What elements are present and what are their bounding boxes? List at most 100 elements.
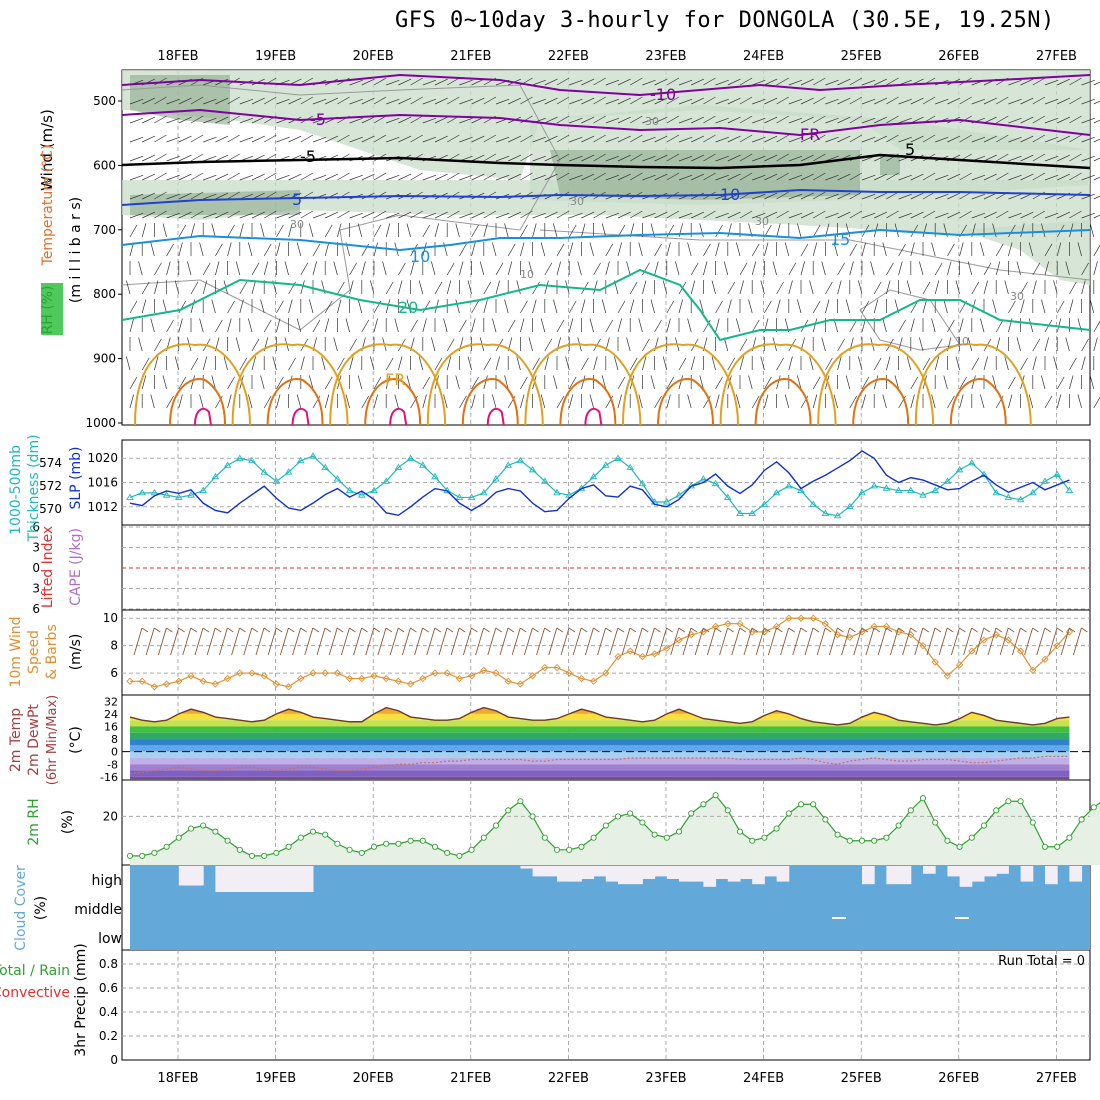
- wind-barb: [642, 280, 647, 295]
- rh-point: [1066, 834, 1073, 841]
- wind-barb: [690, 356, 696, 371]
- wind-barb: [861, 193, 876, 200]
- wind-barb: [971, 375, 976, 390]
- wind-barb: [556, 210, 570, 219]
- wind-barb: [736, 242, 741, 257]
- cloud-high-gap: [996, 866, 1009, 874]
- wind-barb: [589, 318, 594, 333]
- temp-tick: -8: [107, 758, 118, 771]
- wind-barb-flag: [434, 627, 442, 633]
- wind-barb: [934, 262, 943, 276]
- wind-barb: [739, 262, 748, 276]
- temp-contour-20: [622, 343, 739, 426]
- wind-barb: [178, 376, 187, 390]
- wind-barb: [727, 281, 736, 295]
- wind-barb: [300, 280, 305, 295]
- rh-point: [688, 810, 695, 817]
- wind-barb: [349, 338, 357, 352]
- wind-barb: [337, 281, 345, 295]
- wind-barb: [556, 172, 570, 181]
- wind-barb: [797, 375, 802, 390]
- wind-barb: [178, 211, 192, 219]
- wind-barb: [1057, 97, 1071, 105]
- wind-barb: [166, 174, 180, 181]
- label-wind10m-speed: Speed: [26, 630, 42, 674]
- wind-barb: [532, 98, 546, 105]
- cloud-high-gap: [886, 866, 900, 885]
- rh-point: [261, 852, 268, 859]
- wind-barb: [410, 96, 423, 105]
- wind-speed-point: [894, 628, 903, 636]
- wind-barb: [666, 77, 680, 86]
- wind-barb: [849, 319, 858, 333]
- wind-barb: [715, 174, 729, 181]
- wind-barb: [166, 243, 174, 257]
- bottom-date-label: 19FEB: [255, 1071, 296, 1086]
- wind-barb: [1008, 155, 1022, 162]
- wind-barb: [788, 193, 803, 200]
- thickness-point: [809, 500, 817, 507]
- wind-barb: [300, 262, 309, 276]
- wind-barb: [837, 173, 851, 181]
- temp-band: [130, 713, 1070, 721]
- wind-barb: [386, 174, 400, 181]
- thickness-point: [602, 461, 610, 468]
- wind-barb: [581, 97, 595, 105]
- wind-speed-point: [162, 680, 171, 688]
- wind-barb: [1089, 299, 1095, 314]
- wind-barb: [910, 173, 924, 181]
- wind-barb: [1008, 212, 1022, 219]
- wind-barb: [483, 357, 492, 371]
- top-date-label: 24FEB: [743, 49, 784, 64]
- wind-barb: [288, 211, 302, 219]
- wind-barb: [760, 280, 765, 295]
- wind-barb: [873, 281, 882, 295]
- wind-barb: [861, 136, 876, 143]
- wind-barb: [947, 243, 955, 257]
- wind-barb: [202, 262, 211, 276]
- wind-barb: [483, 223, 488, 238]
- rh-point: [395, 840, 402, 847]
- wind-barb: [1093, 214, 1100, 219]
- wind-barb-10m: [902, 627, 912, 656]
- wind-barb: [398, 262, 406, 276]
- wind-barb-flag: [507, 627, 515, 633]
- wind-barb: [833, 242, 838, 257]
- rh-point: [724, 807, 731, 814]
- wind-barb: [825, 299, 830, 314]
- wind-barb: [715, 376, 723, 390]
- wind-barb: [800, 154, 814, 162]
- wind-barb: [784, 394, 790, 409]
- wind-barb: [190, 191, 204, 200]
- wind-barb: [556, 96, 570, 105]
- thickness-tick: 572: [39, 479, 62, 493]
- wind-barb: [141, 223, 147, 238]
- wind-barb: [1081, 338, 1089, 352]
- wind-barb: [886, 210, 899, 219]
- wind-speed-point: [724, 620, 732, 628]
- wind-barb: [739, 172, 753, 181]
- wind-barb: [447, 172, 460, 181]
- wind-barb: [142, 97, 156, 105]
- wind-barb: [129, 224, 138, 238]
- wind-barb: [764, 97, 778, 105]
- wind-barb: [1008, 136, 1022, 143]
- wind-barb: [166, 261, 171, 276]
- wind-barb: [825, 357, 833, 371]
- wind-barb: [642, 155, 656, 162]
- wind-barb: [678, 79, 693, 86]
- wind-barb: [447, 134, 460, 143]
- wind-barb-10m: [231, 627, 241, 656]
- wind-barb: [1041, 375, 1046, 390]
- rh-point: [224, 837, 231, 844]
- wind-barb: [495, 262, 504, 276]
- wind-barb: [666, 242, 671, 257]
- wind-barb: [662, 280, 668, 295]
- wind-barb: [504, 299, 509, 314]
- wind-barb: [906, 356, 912, 371]
- cloud-high-gap: [715, 866, 729, 879]
- wind-barb: [1020, 223, 1025, 238]
- wind-barb: [825, 98, 839, 105]
- temp-tick: 8: [111, 733, 118, 746]
